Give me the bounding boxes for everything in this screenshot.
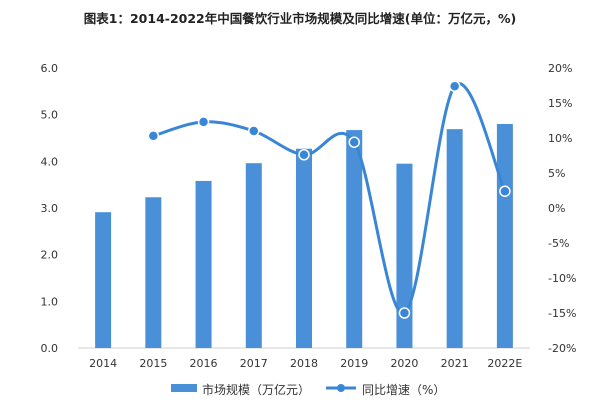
growth-point-2019 bbox=[348, 136, 360, 148]
growth-point-2021 bbox=[448, 80, 461, 92]
legend: 市场规模（万亿元） 同比增速（%） bbox=[171, 382, 445, 397]
x-tick-label: 2019 bbox=[340, 357, 368, 370]
y-right-axis: -20% -15% -10% -5% 0% 5% 10% 15% 20% bbox=[548, 62, 576, 355]
x-tick-label: 2022E bbox=[487, 357, 522, 370]
y-right-tick-label: -5% bbox=[548, 237, 569, 250]
legend-line-label: 同比增速（%） bbox=[362, 383, 445, 397]
bar-2017 bbox=[245, 163, 262, 348]
bar-2022E bbox=[496, 124, 513, 348]
bar-2020 bbox=[396, 163, 413, 348]
growth-point-2018 bbox=[298, 149, 310, 161]
y-left-tick-label: 5.0 bbox=[41, 109, 59, 122]
growth-point-2017 bbox=[248, 125, 260, 137]
bar-2015 bbox=[145, 197, 162, 348]
y-left-tick-label: 6.0 bbox=[41, 62, 59, 75]
y-left-tick-label: 4.0 bbox=[41, 155, 59, 168]
y-right-tick-label: 5% bbox=[548, 167, 565, 180]
legend-bar-swatch bbox=[171, 384, 197, 392]
legend-bar-label: 市场规模（万亿元） bbox=[202, 382, 310, 397]
bar-2016 bbox=[195, 180, 212, 348]
x-tick-label: 2015 bbox=[139, 357, 167, 370]
y-left-tick-label: 3.0 bbox=[41, 202, 59, 215]
x-tick-label: 2016 bbox=[190, 357, 218, 370]
y-right-tick-label: -10% bbox=[548, 272, 576, 285]
x-tick-label: 2020 bbox=[390, 357, 418, 370]
legend-line-dot bbox=[337, 384, 345, 392]
y-left-tick-label: 1.0 bbox=[41, 295, 59, 308]
chart-title: 图表1：2014-2022年中国餐饮行业市场规模及同比增速(单位：万亿元，%) bbox=[83, 11, 517, 26]
bar-2021 bbox=[446, 129, 463, 348]
y-right-tick-label: 15% bbox=[548, 97, 572, 110]
x-tick-label: 2014 bbox=[89, 357, 117, 370]
y-left-axis: 0.0 1.0 2.0 3.0 4.0 5.0 6.0 bbox=[41, 62, 59, 355]
growth-point-2022E bbox=[499, 185, 511, 197]
bar-2014 bbox=[95, 212, 112, 348]
x-tick-label: 2018 bbox=[290, 357, 318, 370]
x-axis: 2014 2015 2016 2017 2018 2019 2020 2021 2022E bbox=[89, 357, 522, 370]
y-left-tick-label: 2.0 bbox=[41, 249, 59, 262]
bar-2018 bbox=[296, 148, 312, 348]
growth-point-2020 bbox=[398, 307, 411, 319]
y-right-tick-label: 10% bbox=[548, 132, 572, 145]
y-right-tick-label: 20% bbox=[548, 62, 572, 75]
x-tick-label: 2017 bbox=[240, 357, 268, 370]
growth-points bbox=[147, 80, 511, 319]
y-right-tick-label: 0% bbox=[548, 202, 565, 215]
x-tick-label: 2021 bbox=[441, 357, 469, 370]
y-right-tick-label: -20% bbox=[548, 342, 576, 355]
bar-2019 bbox=[346, 130, 363, 348]
growth-point-2015 bbox=[147, 130, 160, 142]
y-left-tick-label: 0.0 bbox=[41, 342, 59, 355]
y-right-tick-label: -15% bbox=[548, 307, 576, 320]
growth-point-2016 bbox=[197, 116, 210, 128]
